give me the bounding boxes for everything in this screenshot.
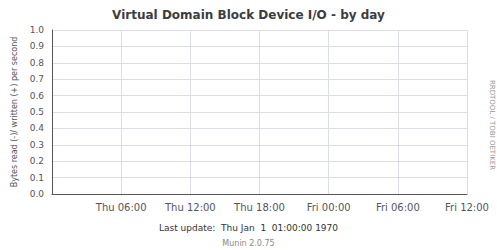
svg-text:Last update: Thu Jan 1 01:0: Last update: Thu Jan 1 01:00:00 1970 <box>159 223 338 233</box>
svg-text:0.6: 0.6 <box>30 91 45 101</box>
svg-text:1.0: 1.0 <box>30 25 45 35</box>
svg-text:Fri 00:00: Fri 00:00 <box>307 202 351 213</box>
svg-text:Thu 12:00: Thu 12:00 <box>164 202 216 213</box>
svg-text:0.4: 0.4 <box>30 123 45 133</box>
svg-text:0.3: 0.3 <box>30 140 44 150</box>
svg-text:0.0: 0.0 <box>30 189 45 199</box>
svg-text:Bytes read (-)/ written (+) pe: Bytes read (-)/ written (+) per second <box>10 37 19 188</box>
svg-text:0.8: 0.8 <box>30 58 45 68</box>
svg-text:0.2: 0.2 <box>30 156 44 166</box>
svg-text:Virtual Domain Block Device I/: Virtual Domain Block Device I/O - by day <box>112 8 385 22</box>
svg-text:0.7: 0.7 <box>30 74 44 84</box>
svg-text:0.5: 0.5 <box>30 107 44 117</box>
svg-text:Munin 2.0.75: Munin 2.0.75 <box>222 239 274 248</box>
svg-text:RRDTOOL / TOBI OETIKER: RRDTOOL / TOBI OETIKER <box>488 80 496 170</box>
svg-text:0.9: 0.9 <box>30 41 45 51</box>
svg-text:Fri 12:00: Fri 12:00 <box>445 202 489 213</box>
svg-text:Thu 06:00: Thu 06:00 <box>95 202 147 213</box>
svg-text:Fri 06:00: Fri 06:00 <box>376 202 420 213</box>
svg-text:0.1: 0.1 <box>30 173 44 183</box>
svg-text:Thu 18:00: Thu 18:00 <box>233 202 285 213</box>
